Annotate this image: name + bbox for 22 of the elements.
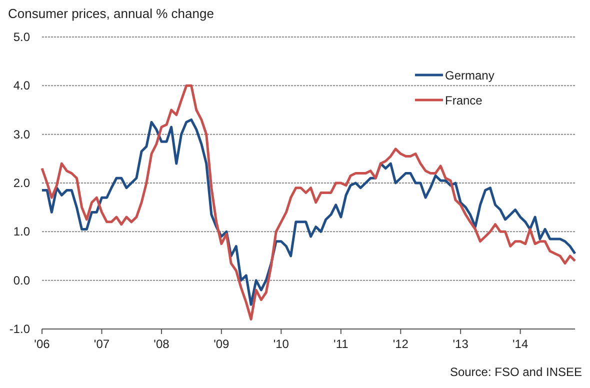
x-tick-label: '12 bbox=[392, 337, 409, 351]
x-tick-label: '11 bbox=[334, 337, 349, 351]
x-tick-label: '08 bbox=[154, 337, 170, 351]
x-tick-label: '07 bbox=[94, 337, 110, 351]
y-tick-label: 3.0 bbox=[13, 127, 30, 142]
y-tick-label: 1.0 bbox=[13, 224, 30, 239]
source-note: Source: FSO and INSEE bbox=[450, 365, 582, 379]
chart-title: Consumer prices, annual % change bbox=[8, 6, 214, 21]
x-tick-label: '10 bbox=[273, 337, 290, 351]
x-tick-label: '06 bbox=[34, 337, 50, 351]
y-tick-label: 4.0 bbox=[13, 78, 30, 93]
line-series bbox=[40, 118, 576, 306]
y-tick-label: 5.0 bbox=[13, 30, 30, 44]
x-tick-label: '09 bbox=[214, 337, 230, 351]
y-tick-label: 0.0 bbox=[13, 273, 30, 288]
x-tick-label: '14 bbox=[512, 337, 528, 351]
x-tick-label: '13 bbox=[452, 337, 469, 351]
legend-label: France bbox=[445, 94, 483, 108]
y-tick-label: 2.0 bbox=[13, 176, 30, 190]
line-series bbox=[40, 84, 576, 321]
legend-label: Germany bbox=[445, 68, 494, 82]
y-tick-label: -1.0 bbox=[9, 322, 30, 336]
